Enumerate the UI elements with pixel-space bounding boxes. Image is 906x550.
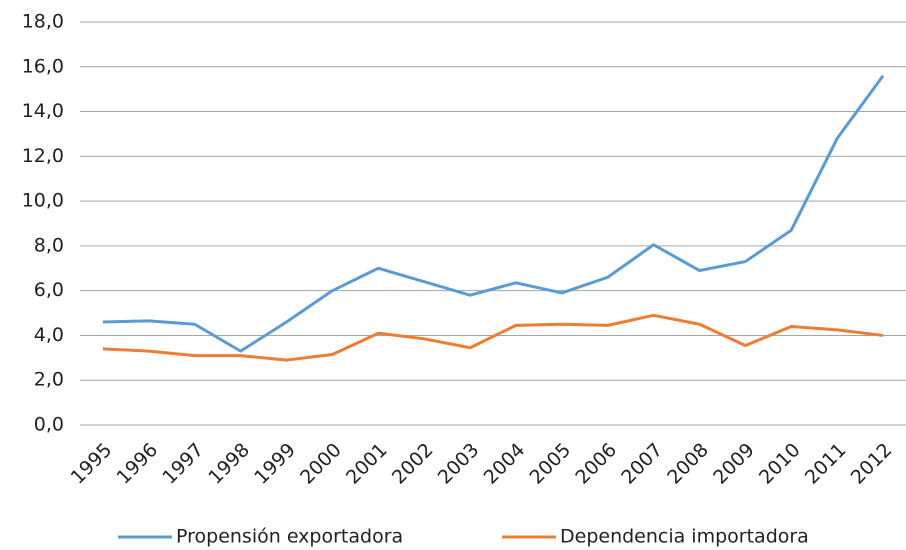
x-tick-label: 1995 [67,439,117,489]
y-tick-label: 6,0 [34,279,64,301]
x-tick-label: 1998 [204,439,254,489]
y-tick-label: 0,0 [34,414,64,436]
x-tick-label: 1996 [113,439,163,489]
y-tick-label: 4,0 [34,324,64,346]
legend-label: Dependencia importadora [560,526,809,548]
x-tick-label: 2010 [755,439,805,489]
series-line [102,74,885,353]
x-tick-label: 2012 [847,439,897,489]
x-tick-label: 2002 [388,439,438,489]
x-tick-label: 2008 [663,439,713,489]
legend-label: Propensión exportadora [176,526,403,548]
series-line [102,313,884,362]
x-tick-label: 2005 [526,439,576,489]
y-tick-label: 16,0 [22,55,64,77]
x-tick-label: 2009 [709,439,759,489]
y-tick-label: 14,0 [22,100,64,122]
y-tick-label: 18,0 [22,11,64,33]
x-tick-label: 2006 [571,439,621,489]
x-tick-label: 2001 [342,439,392,489]
x-tick-label: 1999 [250,439,300,489]
x-tick-label: 2007 [617,439,667,489]
y-tick-label: 10,0 [22,190,64,212]
y-tick-label: 2,0 [34,369,64,391]
y-tick-label: 8,0 [34,234,64,256]
x-tick-label: 2003 [434,439,484,489]
x-tick-label: 1997 [158,439,208,489]
x-tick-label: 2011 [801,439,851,489]
x-tick-label: 2004 [480,439,530,489]
x-tick-label: 2000 [296,439,346,489]
y-tick-label: 12,0 [22,145,64,167]
